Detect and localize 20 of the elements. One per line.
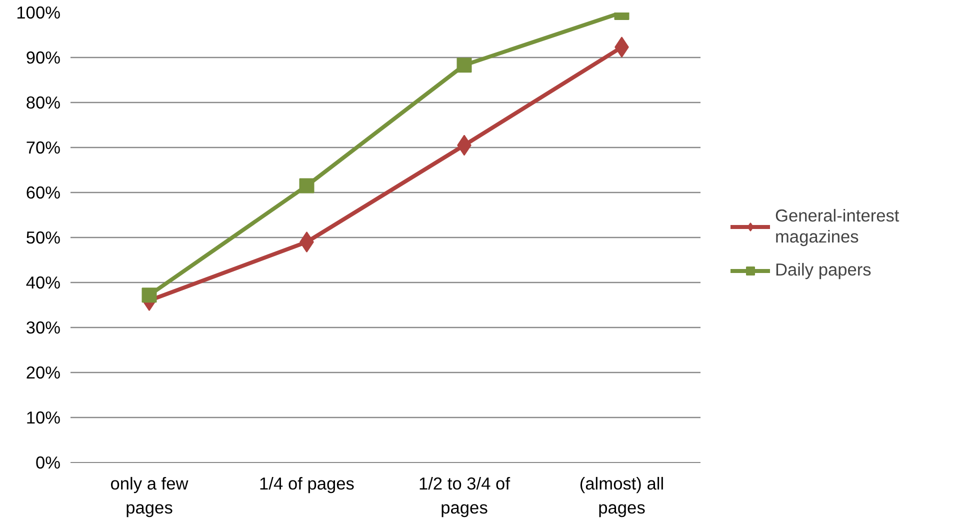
y-tick-label: 40% <box>26 272 61 292</box>
x-tick-label: 1/4 of pages <box>259 474 355 494</box>
legend-label: General-interest magazines <box>775 206 900 248</box>
y-tick-label: 50% <box>26 228 61 248</box>
y-tick-label: 60% <box>26 182 61 202</box>
y-tick-label: 100% <box>16 2 61 22</box>
y-tick-label: 90% <box>26 48 61 68</box>
y-tick-label: 0% <box>35 452 60 472</box>
legend-label: Daily papers <box>775 260 872 280</box>
y-tick-label: 70% <box>26 138 61 158</box>
point <box>299 178 314 194</box>
y-tick-label: 10% <box>26 408 61 428</box>
y-tick-label: 80% <box>26 92 61 112</box>
point <box>142 288 157 303</box>
x-tick-label: (almost) all pages <box>579 474 664 518</box>
x-tick-label: 1/2 to 3/4 of pages <box>418 474 510 518</box>
y-tick-label: 30% <box>26 318 61 338</box>
x-tick-label: only a few pages <box>110 474 189 518</box>
y-tick-label: 20% <box>26 362 61 382</box>
point <box>456 58 472 73</box>
